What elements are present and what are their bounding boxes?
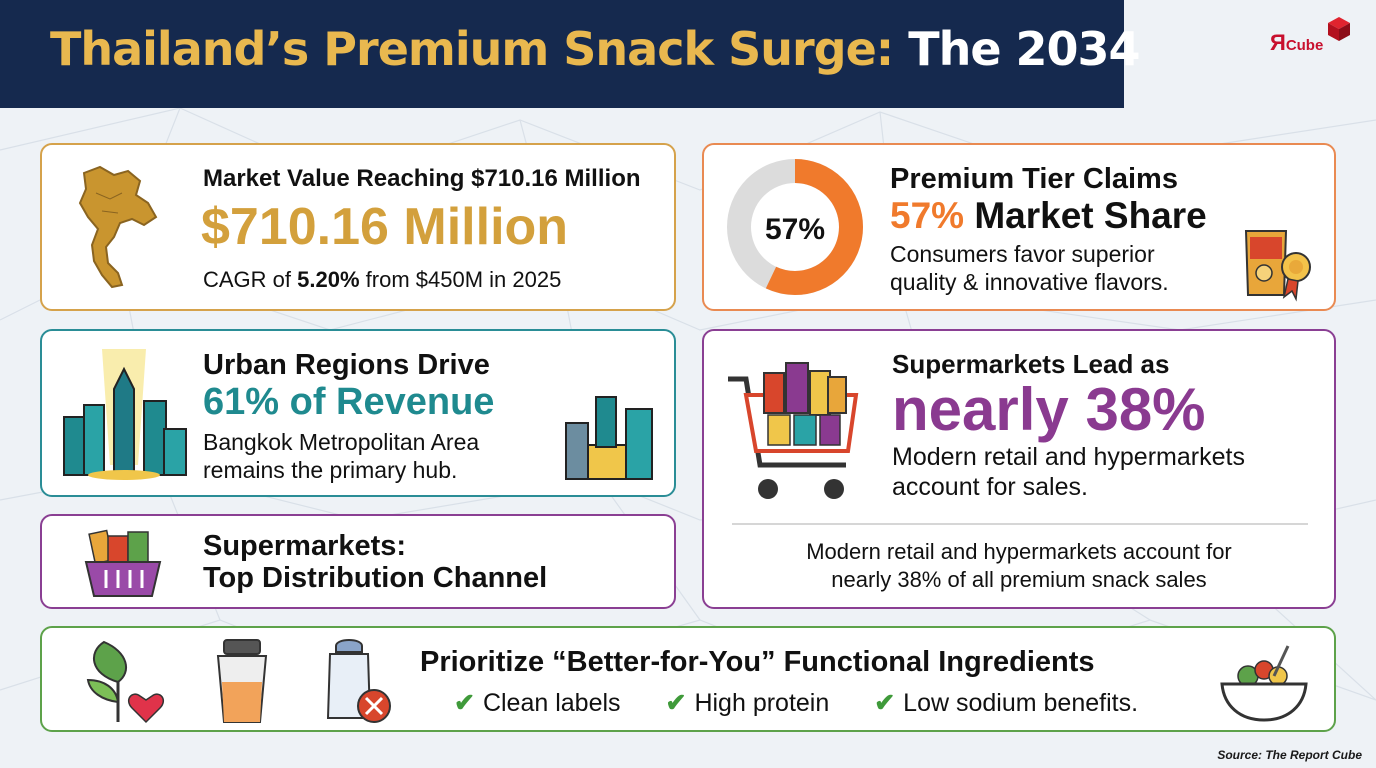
snack-basket-icon xyxy=(84,529,162,597)
premium-tier-card: 57% Premium Tier Claims 57% Market Share… xyxy=(702,143,1336,311)
donut-premium-arc xyxy=(727,159,863,295)
check-icon: ✔ xyxy=(665,689,687,717)
check-icon: ✔ xyxy=(874,689,896,717)
logo-text: ЯCube xyxy=(1270,30,1324,55)
supermarkets-lead-footer-2: nearly 38% of all premium snack sales xyxy=(831,567,1207,592)
cube-icon xyxy=(1328,17,1350,41)
donut-label: 57% xyxy=(765,213,825,246)
urban-body-2: remains the primary hub. xyxy=(203,457,458,483)
market-value-card: Market Value Reaching $710.16 Million $7… xyxy=(40,143,676,311)
distribution-line-2: Top Distribution Channel xyxy=(203,562,548,594)
title-part-2: The 2034 xyxy=(908,22,1140,76)
bullet-low-sodium: ✔ Low sodium benefits. xyxy=(874,689,1139,717)
snack-bag-award-icon xyxy=(1244,230,1311,302)
source-note: Source: The Report Cube xyxy=(1217,748,1362,762)
divider xyxy=(732,523,1308,525)
cagr-line: CAGR of 5.20% from $450M in 2025 xyxy=(203,267,562,292)
urban-regions-card: Urban Regions Drive 61% of Revenue Bangk… xyxy=(40,329,676,497)
supermarkets-lead-card: Supermarkets Lead as nearly 38% Modern r… xyxy=(702,329,1336,609)
premium-heading: Premium Tier Claims xyxy=(890,163,1178,195)
supermarkets-lead-body-1: Modern retail and hypermarkets xyxy=(892,443,1245,471)
supermarkets-lead-highlight: nearly 38% xyxy=(892,376,1206,443)
salt-shaker-no-icon xyxy=(326,639,391,723)
supermarkets-lead-body-2: account for sales. xyxy=(892,473,1088,501)
check-icon: ✔ xyxy=(454,689,475,717)
protein-shaker-icon xyxy=(216,639,268,723)
premium-body-2: quality & innovative flavors. xyxy=(890,269,1169,295)
market-value-heading: Market Value Reaching $710.16 Million xyxy=(203,165,641,192)
city-skyline-spotlight-icon xyxy=(63,349,187,480)
title-part-1: Thailand’s Premium Snack Surge: xyxy=(50,22,894,76)
distribution-line-1: Supermarkets: xyxy=(203,530,407,562)
urban-highlight: 61% of Revenue xyxy=(203,381,495,423)
shopping-cart-icon xyxy=(728,362,859,499)
bullet-high-protein: ✔ High protein xyxy=(665,689,830,717)
header-banner: Thailand’s Premium Snack Surge: The 2034 xyxy=(0,0,1141,108)
page-title: Thailand’s Premium Snack Surge: The 2034 xyxy=(50,22,1141,76)
urban-heading: Urban Regions Drive xyxy=(203,349,490,381)
ingredients-card: Prioritize “Better-for-You” Functional I… xyxy=(40,626,1336,732)
bullet-clean-labels: ✔ Clean labels xyxy=(454,689,621,717)
market-value-big: $710.16 Million xyxy=(201,198,569,256)
supermarkets-lead-footer-1: Modern retail and hypermarkets account f… xyxy=(806,539,1232,564)
premium-share-line: 57% Market Share xyxy=(890,195,1207,236)
thailand-map-icon xyxy=(78,165,158,289)
report-cube-logo: ЯCube xyxy=(1270,16,1354,60)
distribution-card: Supermarkets: Top Distribution Channel xyxy=(40,514,676,609)
ingredients-bullets: ✔ Clean labels ✔ High protein ✔ Low sodium … xyxy=(454,688,1176,718)
city-buildings-icon xyxy=(565,396,653,480)
premium-body-1: Consumers favor superior xyxy=(890,241,1155,267)
supermarkets-lead-heading: Supermarkets Lead as xyxy=(892,349,1170,379)
premium-share-donut: 57% xyxy=(727,159,863,295)
salad-bowl-icon xyxy=(1220,645,1308,722)
ingredients-heading: Prioritize “Better-for-You” Functional I… xyxy=(420,646,1095,678)
urban-body-1: Bangkok Metropolitan Area xyxy=(203,429,480,455)
leaf-heart-icon xyxy=(86,640,164,724)
